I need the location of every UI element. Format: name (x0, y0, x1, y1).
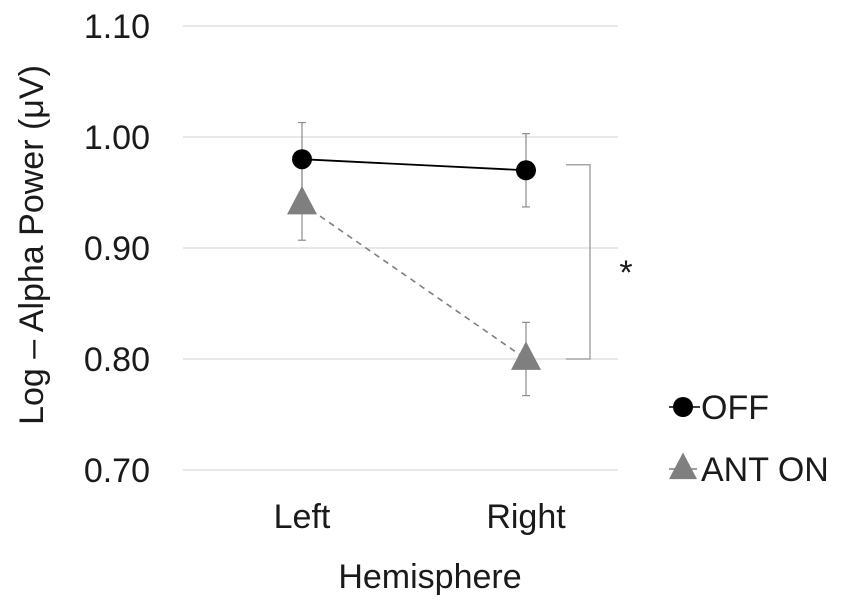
legend-marker (669, 452, 697, 480)
legend-label: OFF (701, 389, 769, 427)
x-tick-label: Right (486, 498, 566, 536)
series-line (301, 202, 527, 360)
data-markers (287, 149, 541, 370)
bracket-line (566, 164, 591, 360)
y-tick-label: 1.00 (84, 119, 150, 157)
gridlines (183, 25, 618, 471)
data-point (516, 160, 536, 181)
x-tick-label: Left (274, 498, 331, 536)
significance-asterisk: * (619, 254, 632, 292)
data-point (511, 341, 541, 370)
data-point (287, 185, 317, 215)
legend-marker (673, 397, 693, 417)
y-tick-label: 0.90 (84, 230, 150, 268)
x-axis-title: Hemisphere (338, 558, 521, 596)
y-tick-label: 0.80 (84, 341, 150, 379)
legend-label: ANT ON (701, 451, 829, 489)
legend: OFF ANT ON (669, 389, 829, 489)
significance-bracket: * (566, 164, 633, 360)
y-tick-labels: 0.70 0.80 0.90 1.00 1.10 (84, 8, 150, 490)
y-tick-label: 1.10 (84, 8, 150, 46)
error-bars (298, 121, 530, 397)
x-tick-labels: Left Right (274, 498, 567, 536)
data-point (292, 149, 312, 170)
series-line (301, 158, 527, 172)
y-tick-label: 0.70 (84, 452, 150, 490)
y-axis-title: Log – Alpha Power (μV) (13, 65, 51, 425)
series-lines (301, 158, 527, 360)
